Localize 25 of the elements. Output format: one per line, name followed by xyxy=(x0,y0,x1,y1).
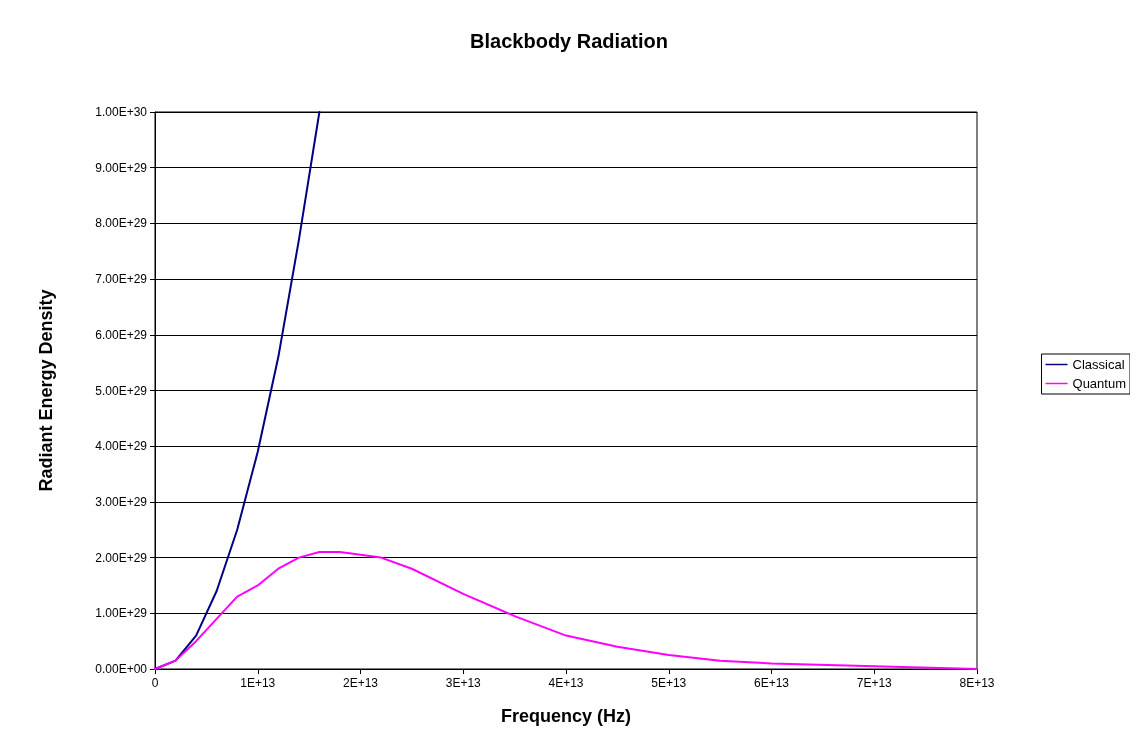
y-tick-label: 9.00E+29 xyxy=(95,160,148,175)
y-tick-label: 3.00E+29 xyxy=(95,494,148,509)
legend-label: Classical xyxy=(1072,357,1125,372)
x-axis-title: Frequency (Hz) xyxy=(500,706,632,726)
y-tick-label: 0.00E+00 xyxy=(95,662,148,676)
y-tick-label: 5.00E+29 xyxy=(95,383,148,398)
y-tick-label: 7.00E+29 xyxy=(95,272,148,287)
y-tick-label: 6.00E+29 xyxy=(95,327,148,342)
legend-label: Quantum xyxy=(1072,376,1127,391)
y-tick-label: 1.00E+29 xyxy=(95,606,148,621)
y-tick-label: 4.00E+29 xyxy=(95,439,148,454)
y-tick-label: 8.00E+29 xyxy=(95,216,148,231)
x-tick-label: 8E+13 xyxy=(959,676,995,690)
x-tick-label: 2E+13 xyxy=(342,676,379,690)
x-tick-label: 0 xyxy=(151,676,159,690)
x-tick-label: 3E+13 xyxy=(445,676,482,690)
x-tick-label: 7E+13 xyxy=(856,676,893,690)
y-tick-label: 1.00E+30 xyxy=(95,105,148,119)
x-tick-label: 6E+13 xyxy=(753,676,790,690)
y-axis-title: Radiant Energy Density xyxy=(36,289,56,492)
x-tick-label: 5E+13 xyxy=(651,676,687,690)
x-tick-label: 1E+13 xyxy=(240,676,276,690)
x-tick-label: 4E+13 xyxy=(548,676,584,690)
chart-title: Blackbody Radiation xyxy=(470,30,668,52)
y-tick-label: 2.00E+29 xyxy=(95,550,148,565)
